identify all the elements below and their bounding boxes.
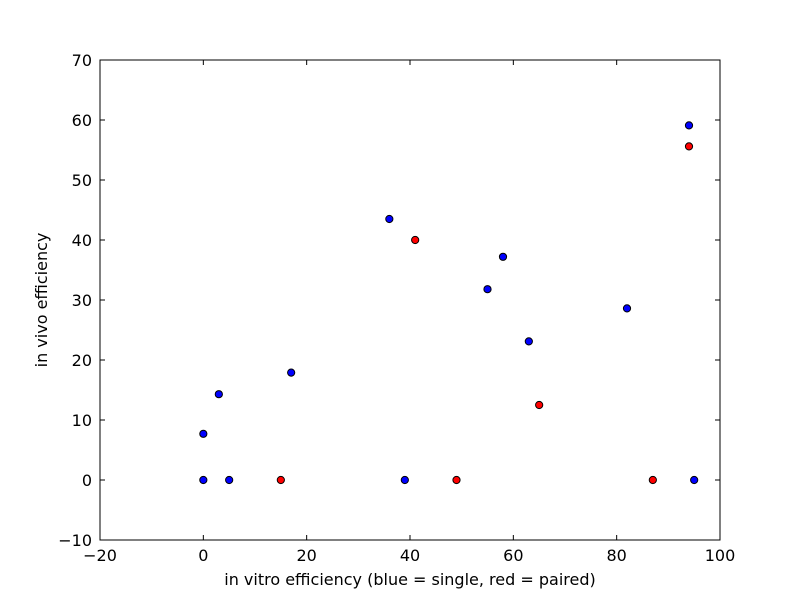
x-tick-label: 80: [606, 546, 626, 565]
y-tick-label: 60: [72, 111, 92, 130]
y-tick-label: 10: [72, 411, 92, 430]
x-tick-label: −20: [83, 546, 117, 565]
paired-point: [276, 475, 285, 485]
paired-point: [535, 400, 544, 410]
y-tick-label: 50: [72, 171, 92, 190]
y-axis-label: in vivo efficiency: [32, 233, 51, 368]
single-point: [483, 285, 492, 294]
single-point: [690, 475, 699, 485]
y-tick-label: 30: [72, 291, 92, 310]
x-axis-ticks: −20 0 20 40 60 80 100: [83, 60, 735, 565]
y-tick-label: 40: [72, 231, 92, 250]
x-tick-label: 40: [400, 546, 420, 565]
y-axis-ticks: −10 0 10 20 30 40 50 60 70: [58, 51, 720, 550]
y-tick-label: 20: [72, 351, 92, 370]
paired-point: [684, 142, 694, 151]
single-point: [400, 475, 409, 485]
y-tick-label: −10: [58, 531, 92, 550]
single-point: [214, 390, 223, 399]
x-tick-label: 0: [198, 546, 208, 565]
single-point: [524, 337, 533, 346]
x-tick-label: 20: [296, 546, 316, 565]
x-axis-label: in vitro efficiency (blue = single, red …: [224, 570, 595, 589]
paired-point: [452, 475, 461, 485]
single-point: [684, 121, 694, 130]
single-point: [498, 252, 508, 261]
single-point: [199, 429, 208, 438]
single-point: [287, 368, 296, 377]
single-point: [199, 475, 208, 485]
x-tick-label: 100: [705, 546, 736, 565]
paired-point: [648, 475, 657, 485]
paired-point: [411, 235, 420, 245]
y-tick-label: 0: [82, 471, 92, 490]
single-point: [225, 475, 234, 485]
data-points: [199, 121, 699, 485]
plot-area-frame: [99, 59, 721, 541]
x-tick-label: 60: [503, 546, 523, 565]
single-point: [385, 214, 394, 224]
single-point: [622, 304, 632, 313]
y-tick-label: 70: [72, 51, 92, 70]
